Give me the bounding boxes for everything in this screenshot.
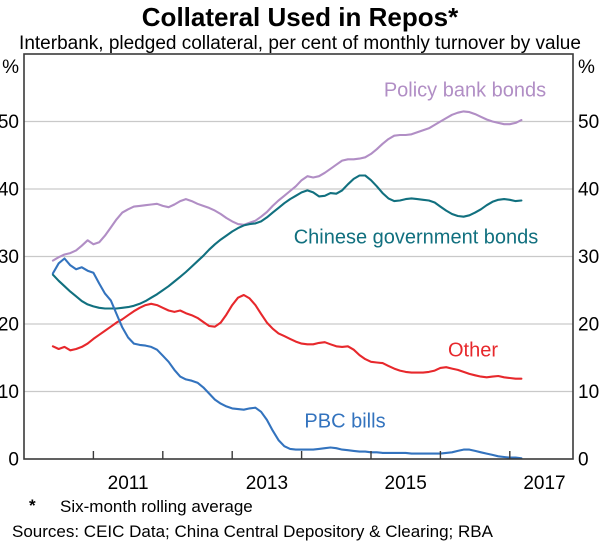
y-axis-label-right: 20 (578, 315, 599, 336)
y-axis-label-right: 50 (578, 112, 599, 133)
series-line-pbc-bills (51, 257, 523, 460)
chart-subtitle: Interbank, pledged collateral, per cent … (19, 33, 581, 54)
y-axis-label-left: 50 (0, 112, 19, 133)
x-axis-label: 2013 (246, 473, 288, 494)
footnote-marker: * (29, 496, 36, 515)
series-label-chinese-government-bonds: Chinese government bonds (293, 226, 539, 249)
plot-box (23, 53, 574, 460)
series-label-pbc-bills: PBC bills (304, 410, 386, 433)
y-axis-label-right: 30 (578, 247, 599, 268)
y-axis-label-left: 40 (0, 180, 19, 201)
y-axis-label-left: 0 (8, 450, 19, 471)
page-title: Collateral Used in Repos* (141, 2, 459, 32)
y-axis-unit-right: % (578, 57, 595, 78)
y-axis-label-right: 0 (578, 450, 589, 471)
series-label-policy-bank-bonds: Policy bank bonds (383, 79, 547, 102)
sources-line: Sources: CEIC Data; China Central Deposi… (12, 522, 493, 541)
y-axis-unit-left: % (2, 57, 19, 78)
y-axis-label-left: 10 (0, 382, 19, 403)
footnote-text: Six-month rolling average (60, 497, 253, 516)
x-axis-label: 2011 (108, 473, 149, 494)
y-axis-label-left: 30 (0, 247, 19, 268)
x-axis-label: 2017 (523, 473, 565, 494)
series-line-other (51, 293, 523, 380)
x-axis-label: 2015 (385, 473, 427, 494)
y-axis-label-right: 40 (578, 180, 599, 201)
y-axis-label-left: 20 (0, 315, 19, 336)
series-line-policy-bank-bonds (51, 110, 523, 262)
y-axis-label-right: 10 (578, 382, 599, 403)
series-label-other: Other (447, 339, 499, 362)
series-line-chinese-government-bonds (51, 174, 523, 310)
